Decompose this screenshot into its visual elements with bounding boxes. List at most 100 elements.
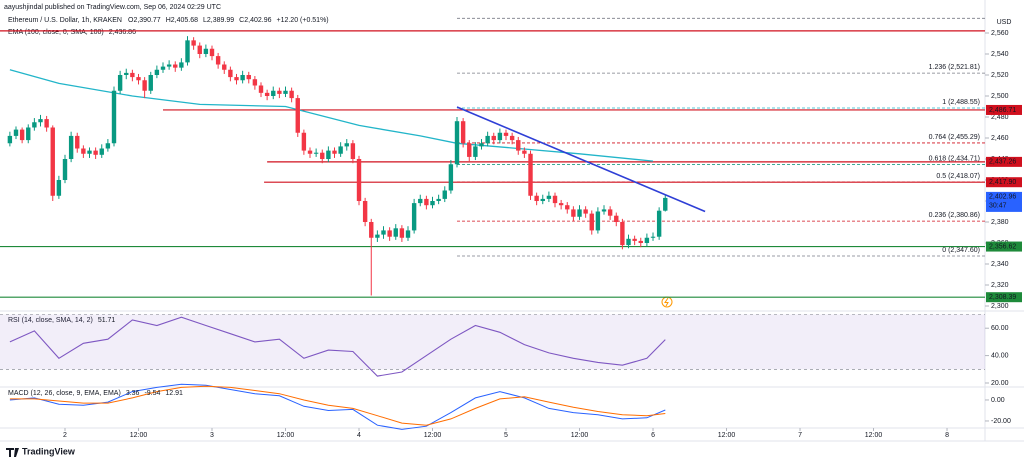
y-tick-label: 2,460 [991,135,1009,142]
candle-body [656,210,662,237]
candle-body [424,198,429,206]
fib-label: 0 (2,347.60) [942,247,980,254]
candle-body [546,195,552,199]
candle-body [418,198,423,204]
y-tick-label: 2,380 [991,219,1009,226]
candle-body [62,159,68,181]
candle-body [271,90,276,96]
quote: +12.20 (+0.51%) [276,17,328,24]
published: aayushjindal published on TradingView.co… [4,4,221,11]
footer-logo [6,448,19,457]
fib-label: 0.764 (2,455.29) [929,134,980,141]
candle-body [571,209,576,217]
y-tick-label: 2,320 [991,282,1009,289]
event-icon-bolt [664,297,669,307]
candle-body [338,146,343,154]
candle-body [614,215,619,223]
candle-body [38,119,43,123]
fib-label: 0.618 (2,434.71) [929,155,980,162]
candle-body [7,135,13,144]
candle-body [32,122,37,128]
x-tick-label: 5 [504,432,508,439]
candle-body [136,77,141,81]
level-label: 2,308.39 [989,294,1016,301]
y-tick-label: 2,520 [991,72,1009,79]
rsi-value: 51.71 [98,317,116,324]
ema-line [9,69,654,162]
candle-body [142,80,147,91]
candle-body [56,180,62,196]
candle-body [448,164,454,191]
x-tick-label: 4 [357,432,361,439]
candle-body [534,195,539,202]
fib-label: 1.236 (2,521.81) [929,64,980,71]
candle-body [130,72,135,78]
rsi-band [0,314,985,370]
candle-body [124,72,129,75]
countdown: 30:47 [989,203,1007,210]
candle-body [644,237,650,244]
fib-label: 0.236 (2,380.86) [929,212,980,219]
level-tag [986,177,1022,188]
y-tick-label: 2,300 [991,303,1009,310]
candle-body [362,201,368,223]
candle-body [154,69,160,75]
candle-body [277,90,282,94]
candle-body [430,201,435,206]
y-tick-label: 2,540 [991,51,1009,58]
candle-body [344,143,349,147]
candle-body [320,152,325,160]
candle-body [209,48,215,57]
candle-body [552,195,558,204]
x-tick-label: 12:00 [718,432,736,439]
x-tick-label: 8 [945,432,949,439]
candle-body [620,222,625,246]
candle-body [485,135,490,144]
candle-body [68,135,74,160]
x-tick-label: 12:00 [865,432,883,439]
candle-body [522,150,527,154]
level-label: 2,356.62 [989,243,1016,250]
candle-body [558,203,564,206]
candle-body [50,127,55,196]
level-label: 2,486.71 [989,107,1016,114]
candle-body [577,209,582,217]
candle-body [234,77,239,81]
x-tick-label: 2 [63,432,67,439]
candle-body [26,127,31,141]
y-tick-label: 40.00 [991,352,1009,359]
macd-value: -9.54 [144,390,160,397]
candle-body [44,119,49,128]
candle-body [460,121,466,144]
candle-body [454,121,460,165]
rsi-line [9,316,666,377]
candle-body [601,209,607,212]
y-tick-label: 0.00 [991,397,1005,404]
quote: H2,405.68 [166,17,198,24]
level-tag [986,241,1022,252]
level-tag [986,104,1022,115]
x-tick-label: 12:00 [424,432,442,439]
candle-body [497,132,503,141]
fib-label: 1 (2,488.55) [942,99,980,106]
y-tick-label: 60.00 [991,325,1009,332]
candle-body [222,64,227,70]
candle-body [203,48,209,54]
candle-body [215,56,221,65]
x-tick-label: 6 [651,432,655,439]
candle-body [381,230,386,235]
candle-body [75,135,80,149]
candle-body [105,143,111,149]
candle-body [467,143,472,157]
candle-body [240,74,245,81]
level-tag [986,292,1022,303]
symbol: Ethereum / U.S. Dollar, 1h, KRAKEN [8,17,122,24]
candle-body [166,64,172,67]
candle-body [516,140,521,151]
candle-body [283,90,288,94]
macd-label: MACD (12, 26, close, 9, EMA, EMA) [8,390,121,397]
price-label: 2,402.96 [989,194,1016,201]
y-tick-label: -20.00 [991,418,1011,425]
